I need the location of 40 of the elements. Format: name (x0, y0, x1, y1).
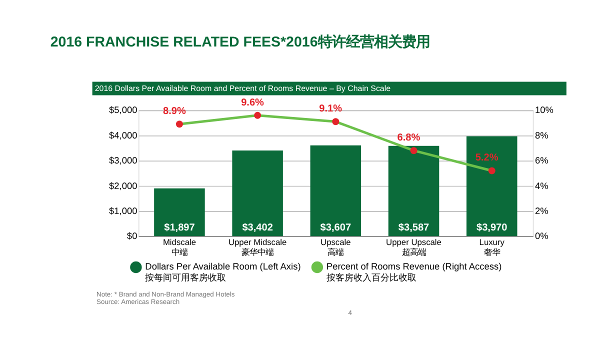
y2-tick-label: 6% (534, 156, 548, 166)
bar (388, 146, 440, 236)
point (176, 120, 183, 128)
bar (154, 188, 205, 236)
y2-tick-label: 2% (534, 206, 548, 216)
point (410, 147, 418, 154)
data-label: $1,897 (164, 222, 196, 234)
bar (310, 145, 362, 236)
y-tick-label: $0 (126, 231, 138, 242)
y2-tick-label: 10% (534, 105, 554, 116)
y-tick-label: $5,000 (109, 105, 138, 116)
point (488, 167, 496, 174)
data-label: $3,402 (242, 222, 274, 234)
x-tick-label: Upscale 高端 (320, 236, 352, 258)
x-tick-label: Midscale 中端 (162, 236, 196, 258)
legend-label: Percent of Rooms Revenue (Right Access) 按客房收入百分比收取 (326, 262, 502, 283)
point (254, 112, 262, 119)
x-tick-label: Upper Midscale 豪华中端 (228, 236, 287, 258)
y2-tick-label: 4% (534, 180, 548, 191)
data-label: 6.8% (397, 132, 420, 144)
bar (232, 150, 283, 236)
bar (466, 136, 518, 236)
y-tick-label: $3,000 (109, 156, 138, 166)
y2-tick-label: 8% (534, 130, 548, 140)
y-tick-label: $1,000 (109, 206, 138, 216)
data-label: 5.2% (475, 152, 498, 164)
data-label: $3,607 (320, 222, 352, 234)
point (332, 118, 340, 126)
y-tick-label: $2,000 (109, 180, 138, 191)
x-tick-label: Upper Upscale 超高端 (386, 236, 442, 258)
data-label: $3,970 (476, 222, 508, 234)
legend-label: Dollars Per Available Room (Left Axis) 按每间可用客房收取 (145, 262, 301, 283)
x-tick-label: Luxury 奢华 (479, 236, 506, 258)
data-label: $3,587 (398, 222, 430, 234)
chart-title: 2016 FRANCHISE RELATED FEES*2016特许经营相关费用 (50, 34, 430, 51)
data-label: 8.9% (162, 106, 186, 118)
y2-tick-label: 0% (534, 231, 548, 242)
data-label: 9.1% (319, 104, 342, 115)
y-tick-label: $4,000 (109, 130, 138, 140)
data-label: 9.6% (241, 97, 264, 108)
